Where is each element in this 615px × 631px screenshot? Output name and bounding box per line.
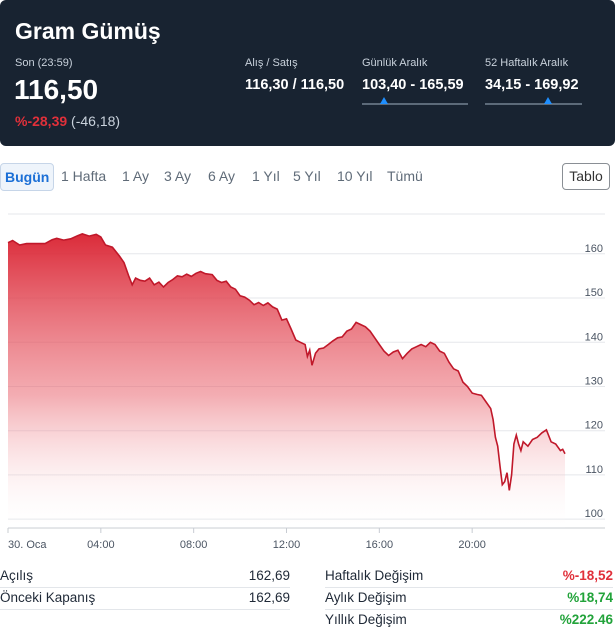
tab-6-months[interactable]: 6 Ay: [208, 168, 235, 184]
week52-range-label: 52 Haftalık Aralık: [485, 57, 569, 69]
daily-range-marker-icon: [380, 97, 389, 104]
monthly-change-label: Aylık Değişim: [325, 590, 407, 605]
price-area: [8, 233, 565, 528]
open-label: Açılış: [0, 568, 34, 583]
yearly-change-label: Yıllık Değişim: [325, 612, 407, 627]
bid-ask-stat: Alış / Satış 116,30 / 116,50: [245, 57, 344, 93]
change-percent: %-28,39: [15, 113, 68, 129]
y-tick-label: 130: [585, 375, 603, 387]
last-price-label: Son (23:59): [15, 57, 73, 69]
tab-today[interactable]: Bugün: [0, 163, 55, 191]
x-tick-label: 12:00: [273, 539, 301, 551]
week52-range-bar: [485, 97, 582, 105]
daily-range-value: 103,40 - 165,59: [362, 77, 464, 93]
y-tick-label: 100: [585, 508, 603, 520]
x-tick-label: 04:00: [87, 539, 115, 551]
change-absolute: (-46,18): [71, 113, 121, 129]
price-line: [7, 233, 566, 491]
divider: [0, 587, 290, 588]
divider: [325, 587, 613, 588]
y-tick-label: 150: [585, 287, 603, 299]
week52-range-marker-icon: [544, 97, 553, 104]
last-price: 116,50: [14, 74, 99, 105]
week52-range-stat: 52 Haftalık Aralık 34,15 - 169,92: [485, 57, 579, 93]
tab-1-year[interactable]: 1 Yıl: [252, 168, 280, 184]
table-view-button[interactable]: Tablo: [562, 163, 610, 190]
tab-1-week[interactable]: 1 Hafta: [61, 168, 107, 184]
stat-row-monthly: Aylık Değişim %18,74: [325, 587, 613, 609]
tab-5-years[interactable]: 5 Yıl: [293, 168, 321, 184]
instrument-header: Gram Gümüş Son (23:59) 116,50 %-28,39 (-…: [0, 0, 615, 146]
divider: [0, 609, 290, 610]
period-tabs: Bugün 1 Hafta 1 Ay 3 Ay 6 Ay 1 Yıl 5 Yıl…: [0, 163, 615, 191]
open-value: 162,69: [248, 568, 290, 583]
stat-row-open: Açılış 162,69: [0, 565, 290, 587]
week52-range-value: 34,15 - 169,92: [485, 77, 579, 93]
y-tick-label: 120: [585, 420, 603, 432]
y-tick-label: 140: [585, 331, 603, 343]
tab-all[interactable]: Tümü: [387, 168, 423, 184]
x-tick-label: 08:00: [180, 539, 208, 551]
bid-ask-value: 116,30 / 116,50: [245, 77, 345, 93]
divider: [325, 609, 613, 610]
stat-row-yearly: Yıllık Değişim %222.46: [325, 609, 613, 631]
yearly-change-value: %222.46: [559, 612, 613, 627]
price-change: %-28,39 (-46,18): [15, 113, 120, 129]
tab-3-months[interactable]: 3 Ay: [164, 168, 191, 184]
x-tick-label: 30. Oca: [8, 539, 47, 551]
weekly-change-value: %-18,52: [562, 568, 613, 583]
page-title: Gram Gümüş: [15, 18, 161, 44]
prev-close-label: Önceki Kapanış: [0, 590, 96, 605]
monthly-change-value: %18,74: [567, 590, 613, 605]
x-tick-label: 20:00: [458, 539, 486, 551]
stat-row-weekly: Haftalık Değişim %-18,52: [325, 565, 613, 587]
prev-close-value: 162,69: [248, 590, 290, 605]
x-tick-label: 16:00: [366, 539, 394, 551]
tab-10-years[interactable]: 10 Yıl: [337, 168, 373, 184]
bid-ask-label: Alış / Satış: [245, 57, 298, 69]
daily-range-stat: Günlük Aralık 103,40 - 165,59: [362, 57, 464, 93]
daily-range-label: Günlük Aralık: [362, 57, 428, 69]
y-tick-label: 110: [585, 464, 603, 476]
weekly-change-label: Haftalık Değişim: [325, 568, 424, 583]
daily-range-bar: [362, 97, 468, 105]
price-chart: 100 110 120 130 140 150 160 30. Oca 04:00 08:00 12…: [7, 213, 605, 551]
stat-row-prev-close: Önceki Kapanış 162,69: [0, 587, 290, 609]
y-tick-label: 160: [585, 243, 603, 255]
tab-1-month[interactable]: 1 Ay: [122, 168, 149, 184]
